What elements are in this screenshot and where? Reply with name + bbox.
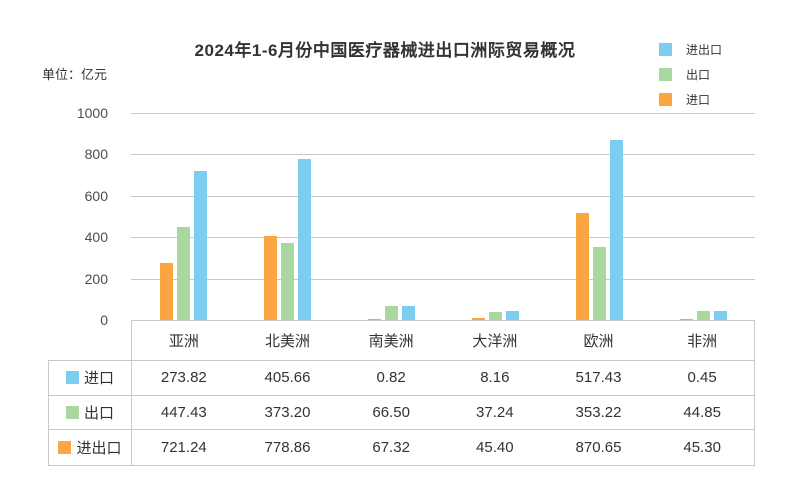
chart-bar-import-export-oceania <box>505 310 519 320</box>
chart-bar-import-export-north-america <box>297 158 311 320</box>
bar-group-north-america <box>235 113 339 320</box>
chart-bar-import-south-america <box>367 319 381 320</box>
table-cell-export-north-america: 373.20 <box>235 396 340 431</box>
bar-group-africa <box>651 113 755 320</box>
bar-group-europe <box>547 113 651 320</box>
chart-bar-import-oceania <box>471 318 485 320</box>
table-cell-import-africa: 0.45 <box>650 361 754 396</box>
chart-legend: 进出口 出口 进口 <box>659 42 723 107</box>
row-swatch-icon <box>58 441 72 455</box>
plot-area <box>131 113 755 320</box>
legend-swatch-icon <box>659 92 672 106</box>
table-cell-import-south-america: 0.82 <box>339 361 443 396</box>
table-cell-import-export-europe: 870.65 <box>575 439 622 457</box>
row-swatch-icon <box>65 405 79 419</box>
chart-bar-export-europe <box>592 246 606 320</box>
bar-group-south-america <box>339 113 443 320</box>
legend-item-label: 出口 <box>686 67 711 82</box>
table-cell-import-export-south-america: 67.32 <box>372 439 410 457</box>
table-cell-import-europe: 517.43 <box>546 361 651 396</box>
y-axis-tick-label: 800 <box>84 146 108 163</box>
chart-bar-import-export-asia <box>193 170 207 320</box>
chart-title: 2024年1-6月份中国医疗器械进出口洲际贸易概况 <box>194 41 576 60</box>
chart-bar-import-export-europe <box>609 139 623 320</box>
y-axis-tick-label: 600 <box>84 187 108 204</box>
unit-label: 单位：亿元 <box>42 67 108 82</box>
chart-bar-import-asia <box>159 263 173 320</box>
y-axis-tick-label: 1000 <box>76 105 108 121</box>
gridline <box>131 154 755 156</box>
table-cell-import-north-america: 405.66 <box>235 361 340 396</box>
table-row-label-export: 出口 <box>49 395 132 431</box>
y-axis-tick-label: 0 <box>100 312 108 328</box>
chart-bar-import-europe <box>575 212 589 320</box>
gridline <box>131 237 755 239</box>
chart-bar-export-north-america <box>280 242 294 320</box>
table-row-label-text: 出口 <box>83 404 114 422</box>
table-row-label-import: 进口 <box>49 361 132 396</box>
table-header-cell-oceania: 大洋洲 <box>472 333 518 350</box>
chart-bar-export-south-america <box>384 306 398 320</box>
gridline <box>131 278 755 280</box>
legend-swatch-icon <box>659 67 672 81</box>
table-cell-import-export-africa: 45.30 <box>683 439 721 457</box>
bar-group-oceania <box>443 113 547 320</box>
legend-item-export: 出口 <box>659 67 722 82</box>
y-axis-tick-label: 200 <box>84 270 108 287</box>
table-cell-import-export-north-america: 778.86 <box>264 439 311 457</box>
table-header-cell-asia: 亚洲 <box>168 333 199 350</box>
gridline <box>131 195 755 197</box>
gridline <box>131 113 755 114</box>
bar-group-asia <box>131 113 235 320</box>
chart-bar-import-africa <box>679 319 693 320</box>
table-row-label-text: 进出口 <box>76 440 122 458</box>
chart-bar-import-export-south-america <box>401 306 415 320</box>
chart-bar-export-oceania <box>488 312 502 320</box>
legend-swatch-icon <box>659 42 672 56</box>
y-axis-tick-label: 400 <box>84 229 108 246</box>
table-header-cell-north-america: 北美洲 <box>264 333 310 350</box>
table-cell-export-south-america: 66.50 <box>339 396 443 431</box>
table-cell-import-asia: 273.82 <box>132 361 236 396</box>
table-header-cell-africa: 非洲 <box>687 333 718 350</box>
legend-item-import: 进口 <box>659 92 722 107</box>
chart-bar-export-africa <box>696 310 710 320</box>
table-row-label-text: 进口 <box>83 370 114 388</box>
table-header-cell-south-america: 南美洲 <box>368 333 414 350</box>
table-cell-export-oceania: 37.24 <box>442 396 547 431</box>
chart-bar-import-export-africa <box>713 310 727 320</box>
table-header-cell-europe: 欧洲 <box>583 333 614 350</box>
legend-item-label: 进出口 <box>686 42 723 57</box>
data-table-header: 亚洲 北美洲 南美洲 大洋洲 欧洲 非洲 <box>131 320 755 360</box>
table-cell-import-export-oceania: 45.40 <box>476 439 514 457</box>
table-cell-import-oceania: 8.16 <box>442 361 547 396</box>
data-table-body: 进口 273.82 405.66 0.82 8.16 517.43 0.45 出口 447.43… <box>48 360 755 466</box>
chart-bar-export-asia <box>176 227 190 320</box>
chart-bar-import-north-america <box>263 236 277 320</box>
table-cell-export-africa: 44.85 <box>650 396 754 431</box>
legend-item-import-export: 进出口 <box>659 42 723 57</box>
table-cell-export-europe: 353.22 <box>546 396 651 431</box>
legend-item-label: 进口 <box>686 92 711 107</box>
table-cell-export-asia: 447.43 <box>132 396 236 431</box>
table-cell-import-export-asia: 721.24 <box>160 439 207 457</box>
table-row-label-import-export: 进出口 <box>49 430 132 465</box>
row-swatch-icon <box>65 371 79 385</box>
